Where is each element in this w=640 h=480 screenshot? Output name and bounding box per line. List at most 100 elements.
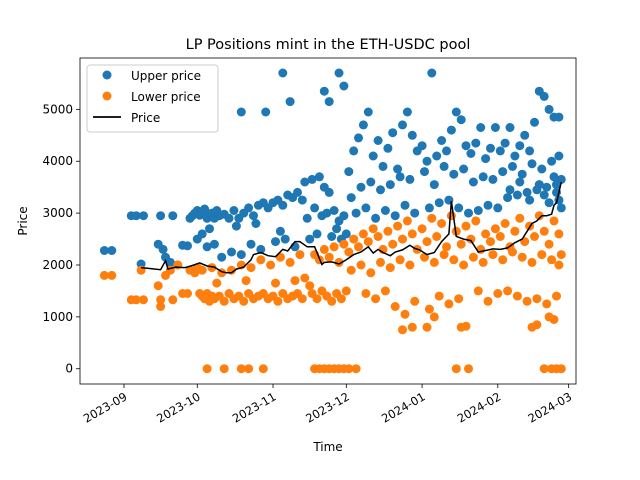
upper-price-point — [488, 174, 498, 184]
upper-price-point — [205, 224, 214, 234]
lower-price-point — [341, 286, 351, 296]
upper-price-point — [515, 177, 525, 187]
lower-price-point — [439, 250, 449, 260]
lower-price-point — [473, 286, 483, 296]
upper-price-point — [202, 242, 212, 252]
upper-price-point — [356, 182, 366, 192]
upper-price-point — [334, 68, 344, 78]
lower-price-point — [417, 224, 427, 234]
lower-price-point — [422, 237, 432, 247]
lower-price-point — [510, 226, 520, 236]
lower-price-point — [459, 260, 469, 270]
upper-price-point — [371, 213, 381, 223]
upper-price-point — [302, 213, 312, 223]
upper-price-point — [522, 187, 532, 197]
lower-price-point — [437, 219, 447, 228]
upper-price-point — [293, 187, 302, 197]
upper-price-point — [261, 107, 271, 117]
lower-price-point — [466, 234, 476, 244]
upper-price-point — [500, 138, 510, 148]
upper-price-point — [319, 86, 329, 96]
x-tick-label: 2023-09 — [81, 389, 130, 425]
lower-price-point — [488, 250, 498, 260]
lower-price-point — [312, 294, 322, 304]
y-tick-label: 4000 — [42, 154, 73, 168]
upper-price-point — [307, 174, 317, 184]
upper-price-point — [554, 112, 564, 122]
upper-price-point — [464, 208, 473, 218]
lower-price-point — [219, 364, 229, 374]
lower-price-point — [373, 232, 383, 241]
y-tick-label: 5000 — [42, 102, 73, 116]
lower-price-point — [197, 265, 207, 275]
upper-price-point — [383, 143, 393, 153]
lower-price-point — [520, 237, 530, 247]
legend-label-upper: Upper price — [131, 69, 201, 83]
upper-price-point — [459, 164, 469, 174]
lower-price-point — [461, 221, 471, 231]
upper-price-point — [224, 213, 234, 223]
lower-price-point — [464, 364, 473, 374]
upper-price-point — [341, 229, 351, 239]
lower-price-point — [295, 250, 305, 260]
y-axis: 0 1000 2000 3000 4000 5000 — [42, 102, 80, 376]
upper-price-point — [346, 193, 356, 203]
upper-price-point — [339, 211, 349, 221]
upper-price-point — [339, 81, 349, 91]
lower-price-point — [285, 257, 295, 267]
upper-price-point — [217, 252, 227, 262]
upper-price-point — [366, 177, 376, 187]
upper-price-point — [537, 164, 547, 174]
upper-price-point — [390, 211, 400, 221]
upper-price-point — [512, 190, 522, 200]
legend-box — [86, 64, 219, 133]
lower-price-point — [402, 216, 412, 226]
upper-price-point — [256, 244, 266, 254]
x-tick-label: 2024-01 — [379, 389, 428, 425]
upper-price-point — [454, 203, 464, 213]
upper-price-point — [197, 229, 207, 239]
lower-price-point — [356, 260, 366, 270]
upper-price-point — [229, 206, 239, 215]
upper-price-point — [407, 130, 417, 140]
lower-price-point — [271, 278, 280, 288]
lower-price-point — [349, 234, 359, 244]
lower-price-point — [471, 216, 481, 226]
upper-price-point — [498, 167, 508, 177]
lower-price-point — [156, 295, 166, 305]
upper-price-point — [515, 141, 525, 151]
upper-price-point — [539, 91, 549, 101]
lower-price-point — [388, 239, 398, 249]
upper-price-point — [246, 239, 256, 249]
upper-price-point — [300, 177, 310, 187]
upper-price-point — [439, 161, 449, 171]
upper-price-point — [324, 187, 334, 197]
upper-price-point — [385, 180, 395, 190]
lower-price-point — [371, 294, 381, 304]
upper-price-point — [476, 123, 486, 132]
upper-price-point — [271, 237, 280, 247]
lower-price-point — [305, 281, 315, 291]
upper-price-point — [244, 203, 254, 213]
y-tick-label: 1000 — [42, 310, 73, 324]
upper-price-point — [417, 141, 427, 151]
lower-price-point — [390, 302, 400, 311]
lower-price-point — [327, 296, 337, 306]
lower-price-point — [515, 213, 525, 223]
lower-price-point — [530, 232, 539, 241]
upper-price-point — [422, 156, 432, 166]
upper-price-point — [251, 219, 261, 228]
lower-price-point — [434, 291, 444, 301]
lower-price-point — [522, 296, 532, 306]
upper-price-point — [432, 151, 442, 161]
upper-price-point — [527, 159, 537, 169]
lower-price-point — [393, 221, 403, 231]
upper-price-point — [556, 174, 566, 184]
lower-price-point — [202, 364, 212, 374]
x-axis-label: Time — [312, 440, 342, 454]
upper-price-point — [249, 211, 258, 221]
y-tick-label: 0 — [65, 362, 73, 376]
lower-price-point — [354, 242, 363, 252]
lower-price-point — [239, 296, 249, 306]
upper-price-point — [200, 204, 210, 214]
